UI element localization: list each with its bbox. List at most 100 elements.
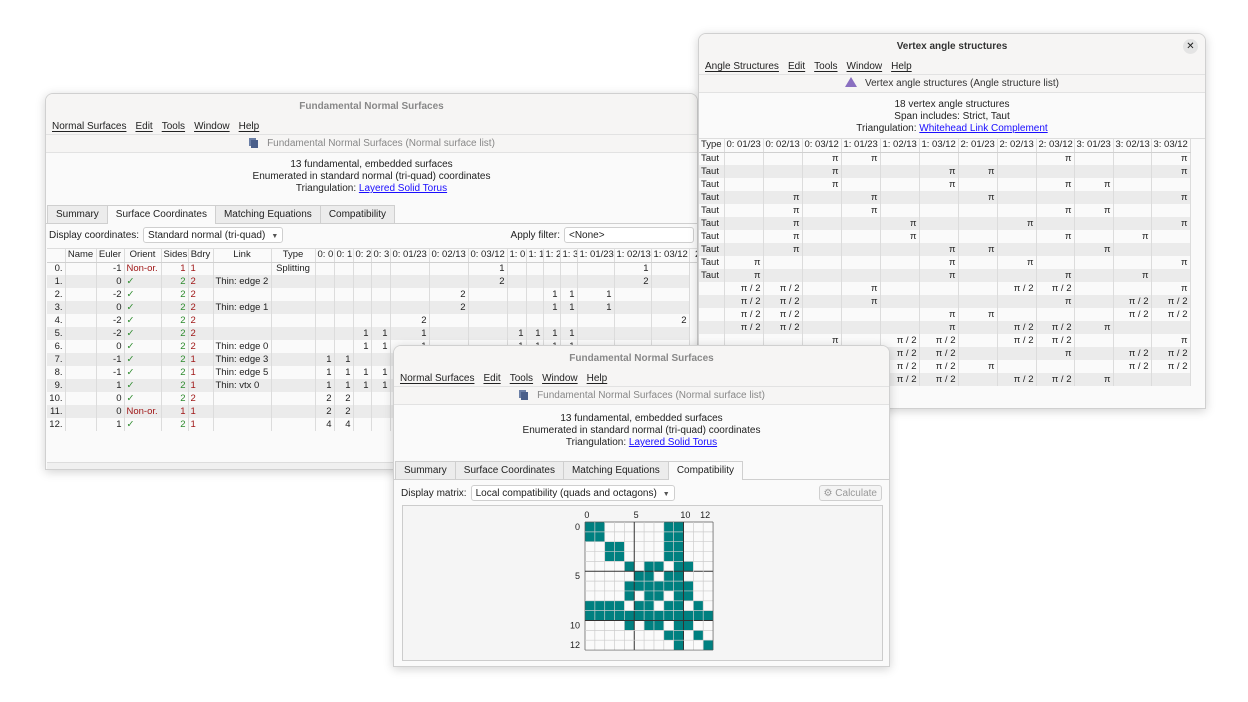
column-header[interactable]: Orient [124,249,162,263]
table-cell [1113,334,1152,347]
menu-angle-structures[interactable]: Angle Structures [705,61,779,72]
column-header[interactable]: 1: 2 [543,249,561,263]
table-cell [353,353,372,366]
column-header[interactable]: 2: 02/13 [997,139,1037,153]
table-row[interactable]: 2. -2 ✓ 2 2 2 1 1 1 [47,288,697,301]
column-header[interactable]: 1: 01/23 [577,249,615,263]
menu-window[interactable]: Window [194,121,230,132]
menu-normal-surfaces[interactable]: Normal Surfaces [400,373,475,384]
table-row[interactable]: Taut π π π π [699,217,1191,230]
table-row[interactable]: Taut π π π π [699,269,1191,282]
column-header[interactable]: 0: 02/13 [429,249,469,263]
menu-help[interactable]: Help [586,373,608,384]
tab-matching-equations[interactable]: Matching Equations [214,205,321,223]
tab-compatibility[interactable]: Compatibility [319,205,396,223]
menu-help[interactable]: Help [891,61,912,72]
close-button[interactable]: ✕ [1183,39,1198,54]
table-cell: 2 [334,405,354,418]
table-row[interactable]: Taut π π π π [699,191,1191,204]
menu-edit[interactable]: Edit [787,61,806,72]
triangulation-link[interactable]: Layered Solid Torus [358,183,448,194]
column-header[interactable]: 1: 01/23 [841,139,881,153]
column-header[interactable]: 1: 02/13 [880,139,920,153]
column-header[interactable]: 1: 1 [526,249,544,263]
surface-table-container[interactable]: Name Euler Orient Sides Bdry Link Type 0: 0 0: 1… [47,248,697,466]
column-header[interactable]: 0: 03/12 [802,139,842,153]
table-row[interactable]: Taut π π π π [699,165,1191,178]
column-header[interactable]: 0: 3 [371,249,391,263]
column-header[interactable]: 2: [689,249,697,263]
menu-tools[interactable]: Tools [509,373,534,384]
tab-summary[interactable]: Summary [47,205,108,223]
table-cell [841,243,881,256]
display-matrix-dropdown[interactable]: Local compatibility (quads and octagons)… [470,485,675,501]
row-tick-label: 10 [570,620,580,630]
menu-normal-surfaces[interactable]: Normal Surfaces [52,121,127,132]
menu-edit[interactable]: Edit [135,121,153,132]
column-header[interactable]: 1: 03/12 [919,139,959,153]
menu-window[interactable]: Window [846,61,883,72]
column-header[interactable]: 0: 2 [353,249,372,263]
column-header[interactable]: 3: 02/13 [1113,139,1152,153]
column-header[interactable]: Link [213,249,272,263]
column-header[interactable]: 0: 01/23 [390,249,430,263]
column-header[interactable]: 1: 02/13 [614,249,652,263]
matrix-cell-compatible [693,610,704,621]
column-header[interactable]: Name [65,249,97,263]
column-header[interactable]: Sides [161,249,189,263]
column-header[interactable]: Euler [96,249,125,263]
column-header[interactable]: 1: 3 [560,249,578,263]
column-header[interactable]: 0: 01/23 [724,139,764,153]
column-header[interactable]: Type [271,249,316,263]
tab-matching-equations[interactable]: Matching Equations [562,461,669,479]
tab-compatibility[interactable]: Compatibility [667,461,744,480]
tab-summary[interactable]: Summary [395,461,456,479]
column-header[interactable] [47,249,66,263]
column-header[interactable]: 2: 01/23 [958,139,998,153]
column-header[interactable]: Type [699,139,725,153]
menu-edit[interactable]: Edit [483,373,501,384]
column-header[interactable]: 3: 01/23 [1074,139,1114,153]
tab-surface-coordinates[interactable]: Surface Coordinates [106,205,216,224]
triangulation-link[interactable]: Layered Solid Torus [628,437,718,448]
menu-help[interactable]: Help [238,121,260,132]
table-row[interactable]: Taut π π π π [699,230,1191,243]
calculate-button[interactable]: ⚙ Calculate [818,485,882,501]
horizontal-scrollbar[interactable] [47,462,697,469]
chevron-down-icon: ▼ [662,491,670,498]
table-row[interactable]: Taut π π π π [699,243,1191,256]
column-header[interactable]: 0: 0 [315,249,335,263]
column-header[interactable]: 1: 03/12 [651,249,690,263]
column-header[interactable]: 2: 03/12 [1036,139,1075,153]
table-row[interactable]: Taut π π π π [699,204,1191,217]
table-cell [1113,256,1152,269]
surface-coordinates-table[interactable]: Name Euler Orient Sides Bdry Link Type 0: 0 0: 1… [47,249,697,431]
table-row[interactable]: Taut π π π π [699,256,1191,269]
table-cell [315,275,335,288]
menu-tools[interactable]: Tools [161,121,186,132]
table-row[interactable]: 5. -2 ✓ 2 2 1 1 1 1 1 1 1 [47,327,697,340]
display-coordinates-dropdown[interactable]: Standard normal (tri-quad) ▼ [143,227,284,243]
tab-surface-coordinates[interactable]: Surface Coordinates [454,461,564,479]
apply-filter-dropdown[interactable]: <None> [564,227,694,243]
column-header[interactable]: 0: 02/13 [763,139,803,153]
column-header[interactable]: 0: 03/12 [468,249,508,263]
menu-window[interactable]: Window [542,373,578,384]
table-row[interactable]: 0. -1 Non-or. 1 1 Splitting 1 1 [47,262,697,275]
table-row[interactable]: 4. -2 ✓ 2 2 2 2 [47,314,697,327]
triangulation-link[interactable]: Whitehead Link Complement [919,123,1048,134]
column-header[interactable]: 1: 0 [507,249,527,263]
column-header[interactable]: 3: 03/12 [1151,139,1191,153]
table-row[interactable]: Taut π π π π [699,178,1191,191]
table-row[interactable]: Taut π π π π [699,152,1191,165]
menu-tools[interactable]: Tools [814,61,838,72]
column-header[interactable]: Bdry [188,249,214,263]
column-header[interactable]: 0: 1 [334,249,354,263]
